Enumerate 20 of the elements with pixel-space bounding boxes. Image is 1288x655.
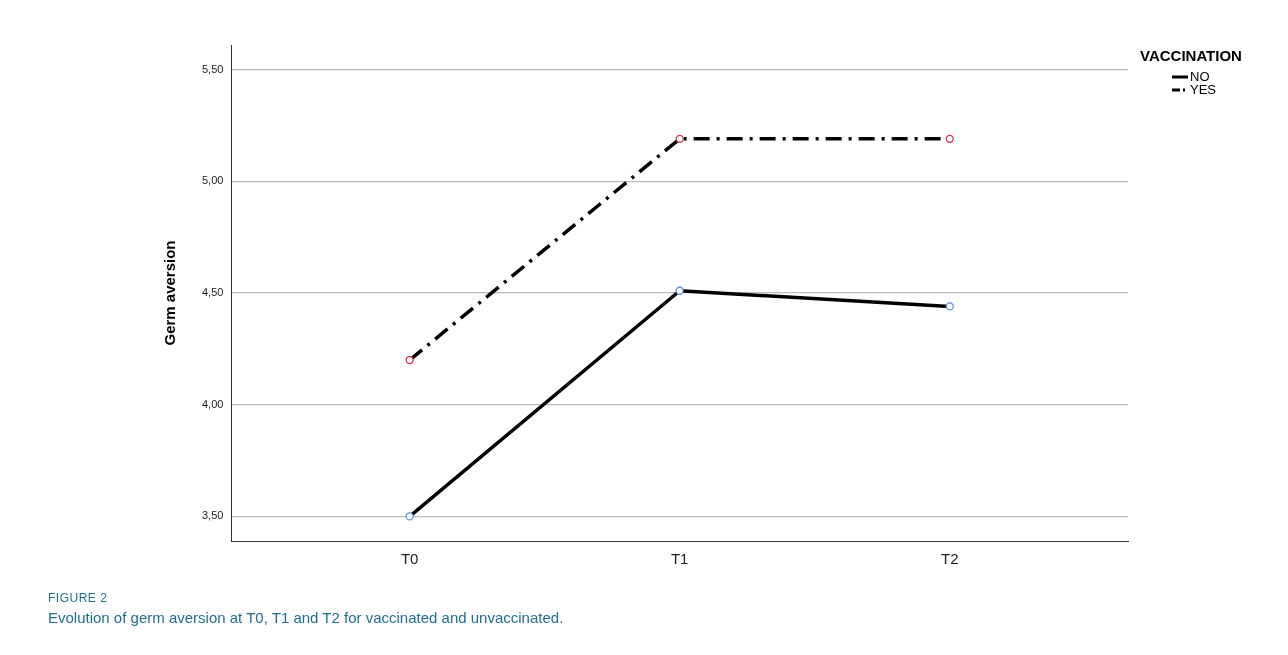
x-tick-label: T2 — [941, 550, 959, 568]
y-tick-label: 4,00 — [201, 397, 224, 410]
point — [405, 512, 414, 521]
legend-label: YES — [1190, 81, 1217, 97]
legend-title: VACCINATION — [1140, 47, 1242, 65]
caption: FIGURE 2 — [48, 591, 109, 605]
point — [675, 134, 684, 143]
point — [405, 355, 414, 365]
y-axis-title: Germ aversion — [161, 240, 179, 346]
x-tick-label: T1 — [670, 550, 689, 568]
y-tick-label: 5,00 — [201, 174, 224, 187]
y-tick-label: 4,50 — [201, 286, 224, 299]
y-tick-label: 5,50 — [201, 62, 224, 75]
point — [675, 286, 684, 295]
point — [945, 134, 954, 143]
point — [945, 302, 954, 311]
x-tick-label: T0 — [400, 550, 419, 568]
text: Evolution of germ aversion at T0, T1 and T2 for vaccinated and unvaccinated. — [48, 609, 565, 626]
y-tick-label: 3,50 — [201, 509, 224, 522]
legend-label: NO — [1190, 68, 1210, 84]
